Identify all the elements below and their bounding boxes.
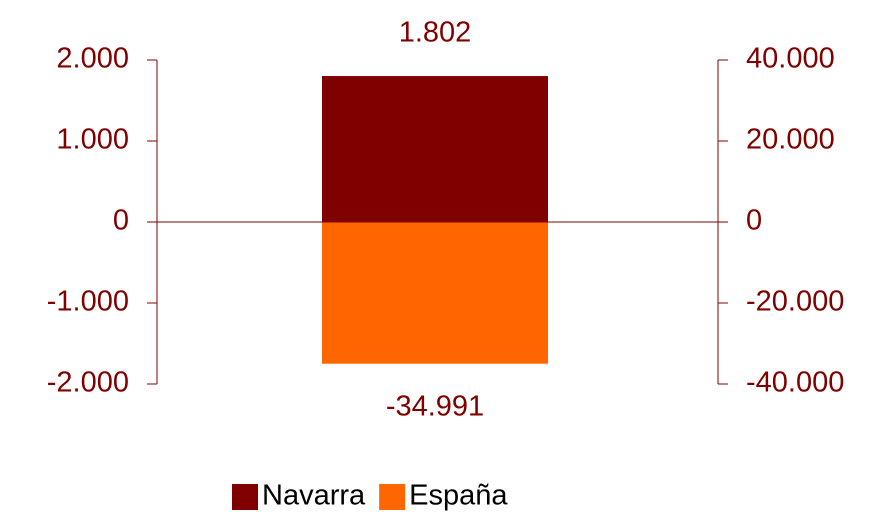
y-tick-label: 0 xyxy=(113,205,129,237)
bar xyxy=(322,76,548,223)
data-label: -34.991 xyxy=(386,390,484,422)
y-tick-label: 2.000 xyxy=(56,43,129,75)
y-tick-label: -1.000 xyxy=(47,286,129,318)
bar xyxy=(322,222,548,364)
y2-tick-label: 0 xyxy=(746,205,762,237)
y2-tick-label: 40.000 xyxy=(746,43,835,75)
legend-label: Navarra xyxy=(262,480,366,512)
y2-tick-label: 20.000 xyxy=(746,124,835,156)
legend-swatch xyxy=(232,484,258,510)
y2-tick-label: -40.000 xyxy=(746,367,844,399)
legend-label: España xyxy=(409,480,508,512)
data-label: 1.802 xyxy=(399,17,472,49)
y-tick-label: -2.000 xyxy=(47,367,129,399)
y2-tick-label: -20.000 xyxy=(746,286,844,318)
legend-swatch xyxy=(379,484,406,510)
y-tick-label: 1.000 xyxy=(56,124,129,156)
